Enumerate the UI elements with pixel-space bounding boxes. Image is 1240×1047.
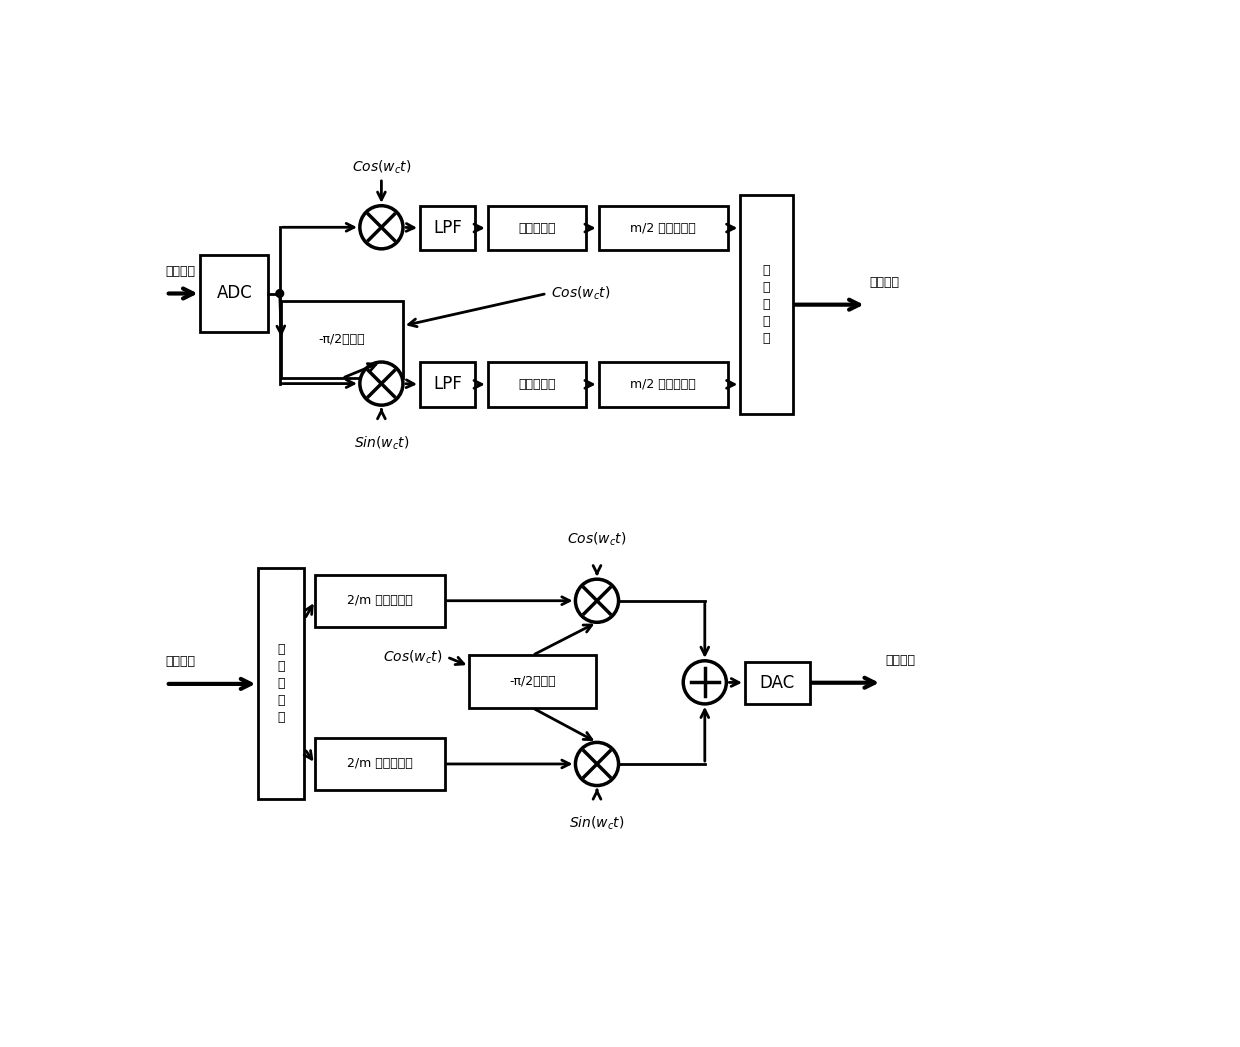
Text: 抽样判决器: 抽样判决器 — [518, 378, 556, 391]
Text: LPF: LPF — [433, 219, 463, 237]
Text: -π/2移相器: -π/2移相器 — [510, 675, 556, 688]
FancyBboxPatch shape — [599, 205, 728, 250]
Text: DAC: DAC — [760, 673, 795, 692]
Circle shape — [575, 742, 619, 785]
Text: 解调数据: 解调数据 — [869, 276, 899, 289]
Text: $\mathit{Cos}(w_c t)$: $\mathit{Cos}(w_c t)$ — [383, 648, 443, 666]
Text: LPF: LPF — [433, 376, 463, 394]
FancyBboxPatch shape — [599, 362, 728, 406]
Text: ADC: ADC — [217, 285, 252, 303]
Text: m/2 进制转换器: m/2 进制转换器 — [630, 222, 696, 235]
Text: 2/m 进制转换器: 2/m 进制转换器 — [347, 757, 413, 771]
Text: 串
并
变
换
器: 串 并 变 换 器 — [278, 644, 285, 725]
Circle shape — [575, 579, 619, 622]
Text: 并
串
变
换
器: 并 串 变 换 器 — [763, 264, 770, 346]
FancyBboxPatch shape — [315, 738, 444, 790]
Text: $\mathit{Sin}(w_c t)$: $\mathit{Sin}(w_c t)$ — [569, 815, 625, 832]
FancyBboxPatch shape — [420, 205, 475, 250]
FancyBboxPatch shape — [487, 205, 587, 250]
Text: $\mathit{Cos}(w_c t)$: $\mathit{Cos}(w_c t)$ — [567, 531, 626, 549]
Circle shape — [360, 362, 403, 405]
FancyBboxPatch shape — [487, 362, 587, 406]
FancyBboxPatch shape — [201, 255, 268, 332]
Text: -π/2移相器: -π/2移相器 — [319, 333, 366, 347]
Text: 已调信号: 已调信号 — [166, 265, 196, 279]
Text: 抽样判决器: 抽样判决器 — [518, 222, 556, 235]
FancyBboxPatch shape — [315, 575, 444, 627]
Circle shape — [277, 290, 284, 297]
FancyBboxPatch shape — [420, 362, 475, 406]
FancyBboxPatch shape — [281, 302, 403, 378]
FancyBboxPatch shape — [258, 569, 304, 800]
Text: m/2 进制转换器: m/2 进制转换器 — [630, 378, 696, 391]
Text: $\mathit{Cos}(w_c t)$: $\mathit{Cos}(w_c t)$ — [551, 285, 610, 303]
Text: $\mathit{Cos}(w_c t)$: $\mathit{Cos}(w_c t)$ — [352, 159, 412, 177]
Circle shape — [683, 661, 727, 704]
Text: 2/m 进制转换器: 2/m 进制转换器 — [347, 595, 413, 607]
Text: $\mathit{Sin}(w_c t)$: $\mathit{Sin}(w_c t)$ — [353, 435, 409, 452]
Text: 已调信号: 已调信号 — [885, 654, 915, 667]
FancyBboxPatch shape — [469, 655, 596, 708]
Circle shape — [360, 205, 403, 249]
FancyBboxPatch shape — [740, 195, 792, 415]
FancyBboxPatch shape — [745, 662, 810, 704]
Text: 数据输入: 数据输入 — [166, 655, 196, 668]
